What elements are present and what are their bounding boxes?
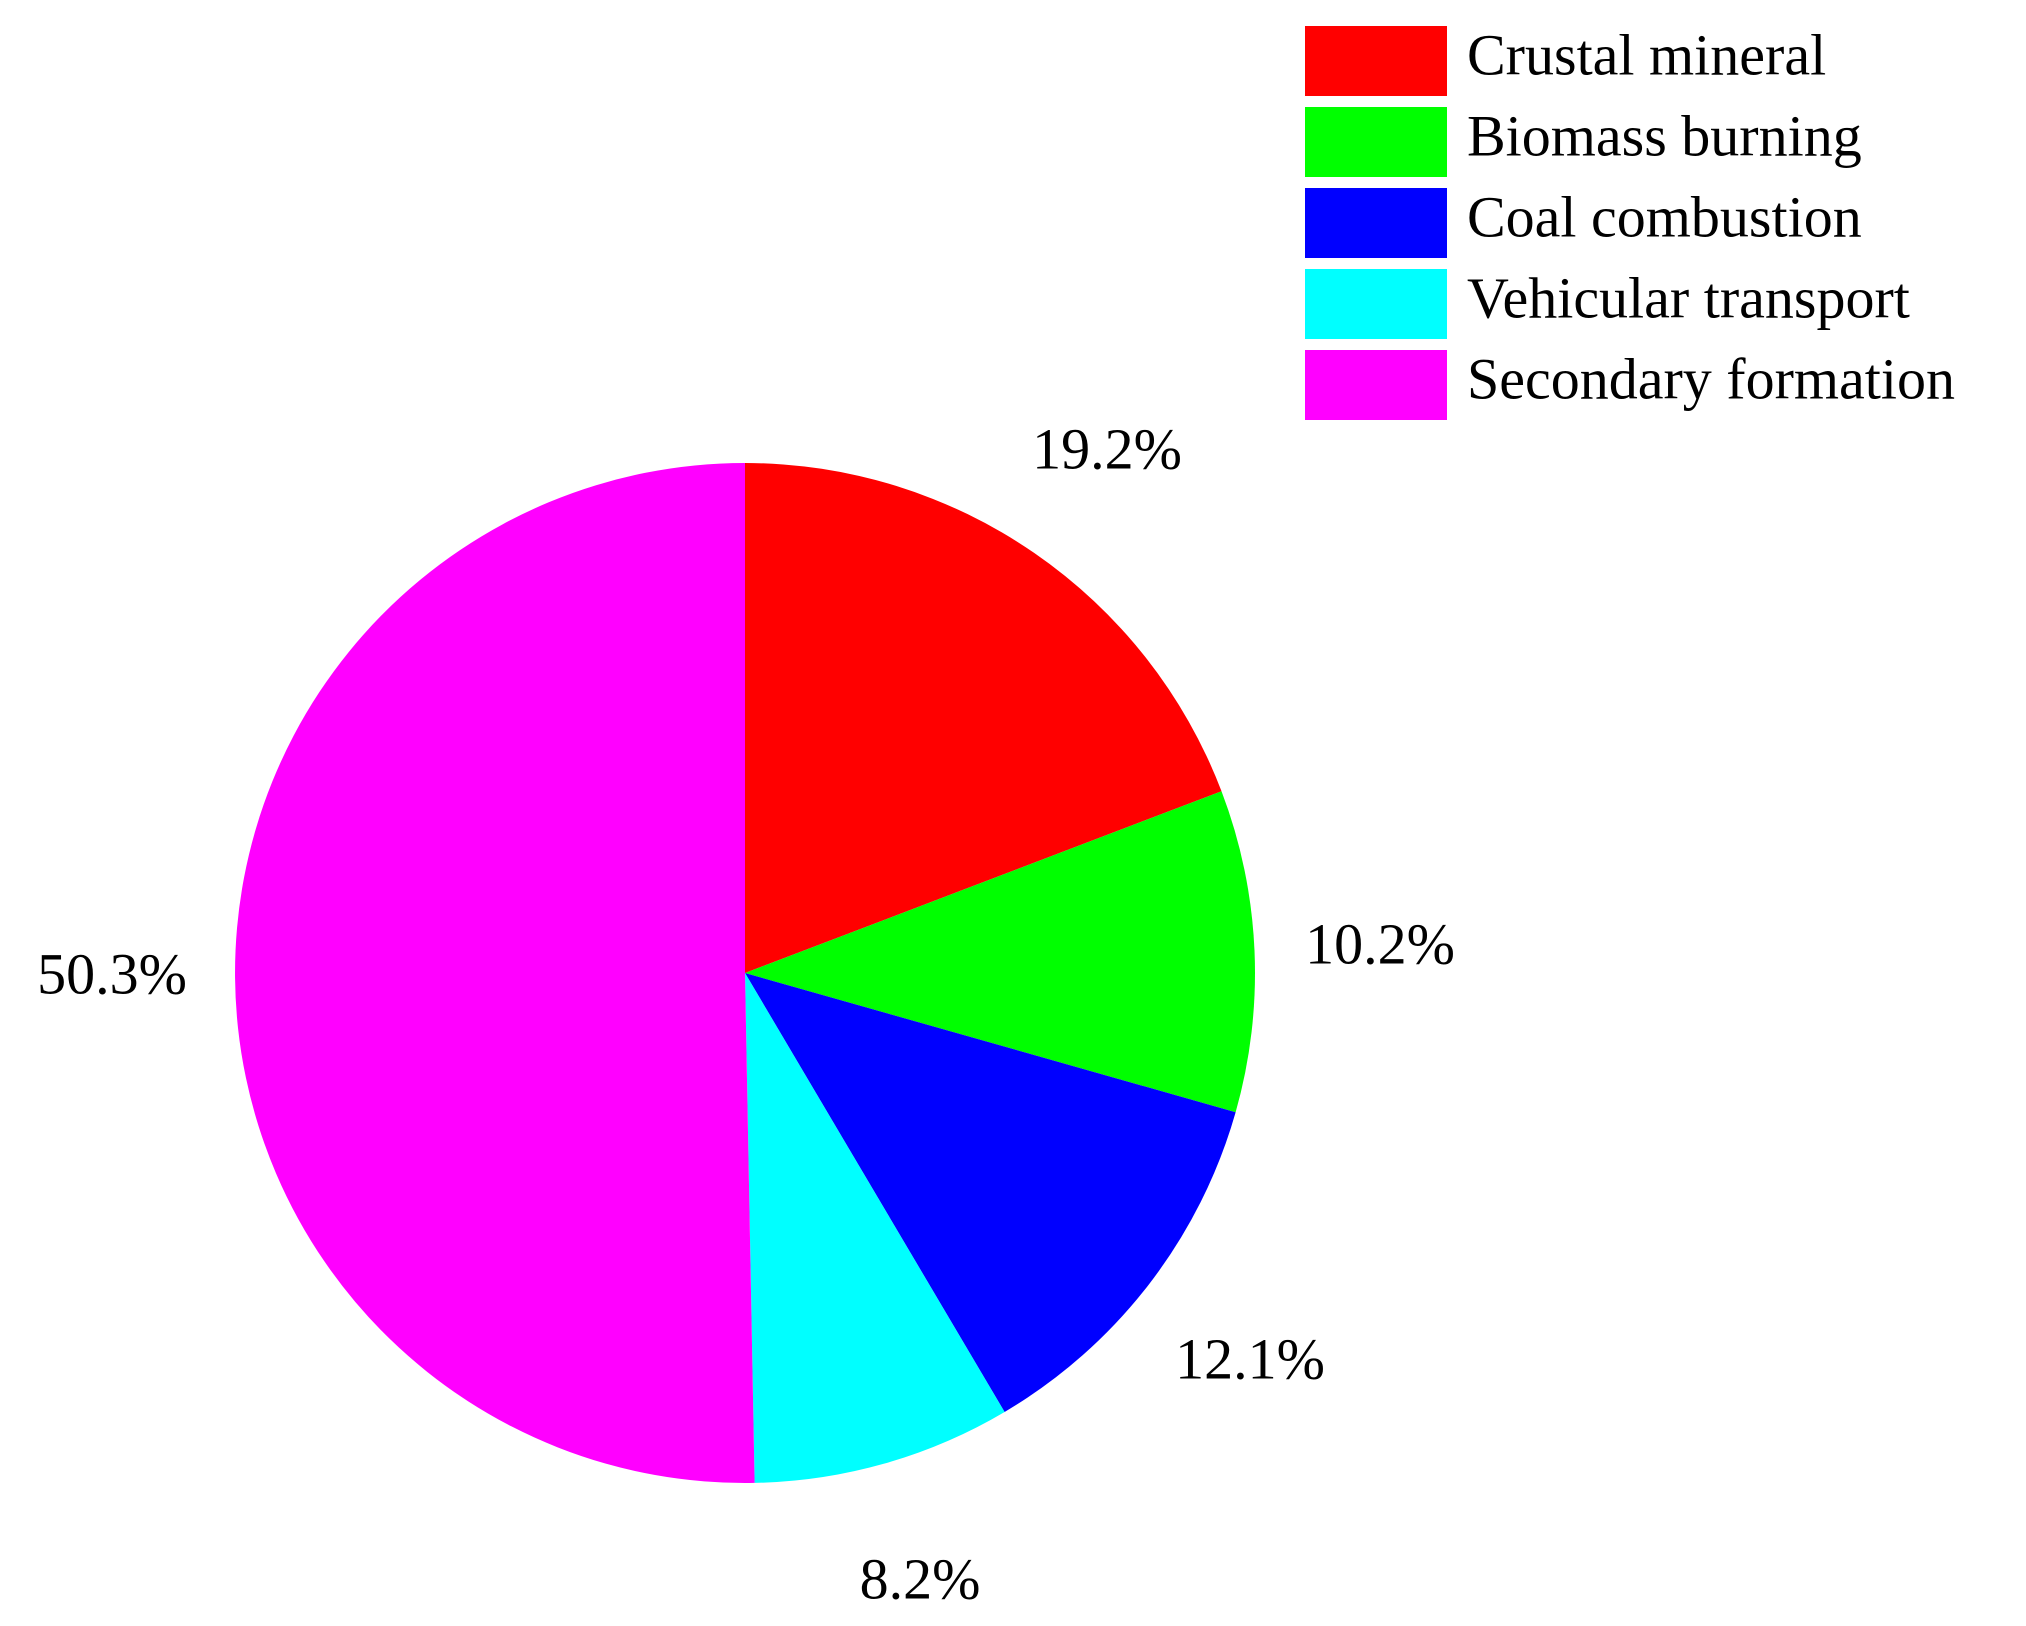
legend-swatch-coal-combustion — [1305, 188, 1447, 258]
legend-label-secondary-formation: Secondary formation — [1467, 346, 1955, 411]
legend-label-biomass-burning: Biomass burning — [1467, 103, 1862, 168]
legend-swatch-vehicular-transport — [1305, 269, 1447, 339]
slice-label-secondary-formation: 50.3% — [37, 941, 187, 1006]
legend-label-vehicular-transport: Vehicular transport — [1467, 265, 1910, 330]
legend-swatch-secondary-formation — [1305, 350, 1447, 420]
pie-slice-crustal-mineral — [745, 463, 1222, 973]
pie-slice-biomass-burning — [745, 791, 1255, 1113]
pie-slice-secondary-formation — [235, 463, 755, 1483]
pie-slice-coal-combustion — [745, 973, 1236, 1412]
legend-label-crustal-mineral: Crustal mineral — [1467, 22, 1826, 87]
legend-label-coal-combustion: Coal combustion — [1467, 184, 1862, 249]
legend: Crustal mineral Biomass burning Coal combu… — [1305, 22, 1955, 420]
slice-label-crustal-mineral: 19.2% — [1032, 416, 1182, 481]
legend-swatch-crustal-mineral — [1305, 26, 1447, 96]
legend-swatch-biomass-burning — [1305, 107, 1447, 177]
pie-slice-vehicular-transport — [745, 973, 1005, 1483]
slice-label-vehicular-transport: 8.2% — [860, 1546, 981, 1611]
pie-slices — [235, 463, 1255, 1483]
slice-label-coal-combustion: 12.1% — [1175, 1326, 1325, 1391]
slice-label-biomass-burning: 10.2% — [1305, 911, 1455, 976]
slice-labels: 19.2% 10.2% 12.1% 8.2% 50.3% — [37, 416, 1455, 1611]
